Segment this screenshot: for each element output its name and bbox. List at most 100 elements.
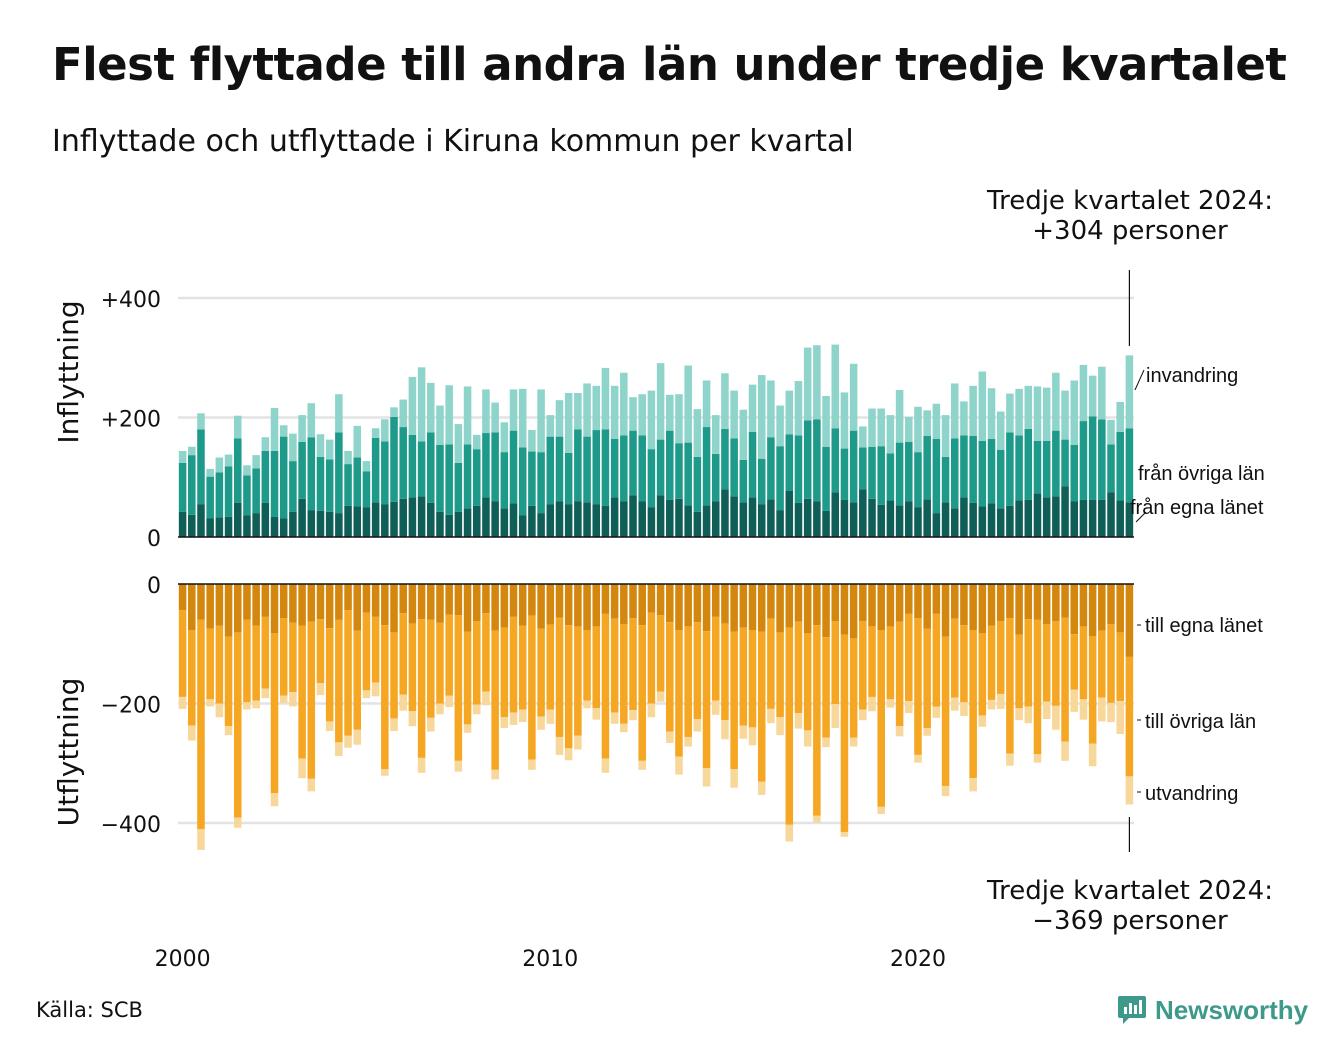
- bar-in-ovriga: [491, 432, 499, 502]
- bar-in-invandring: [1116, 401, 1124, 432]
- bar-out-utvandring: [1061, 741, 1069, 761]
- bar-out-utvandring: [1088, 743, 1097, 767]
- bar-out-utvandring: [859, 709, 867, 721]
- bar-out-ovriga: [472, 621, 481, 705]
- bar-out-utvandring: [601, 758, 610, 773]
- bar-out-ovriga: [178, 610, 187, 697]
- bar-in-ovriga: [270, 450, 279, 517]
- bar-out-utvandring: [1006, 753, 1014, 766]
- bar-in-ovriga: [528, 451, 536, 506]
- bar-out-utvandring: [960, 702, 968, 717]
- bar-out-utvandring: [905, 701, 913, 714]
- bar-out-utvandring: [335, 742, 343, 757]
- bar-in-invandring: [1070, 380, 1079, 445]
- series-leader-in: [1135, 511, 1147, 523]
- bar-in-ovriga: [877, 446, 885, 505]
- bar-in-ovriga: [996, 449, 1005, 509]
- bar-in-egna: [831, 492, 840, 537]
- bar-in-egna: [298, 498, 306, 537]
- bar-in-invandring: [859, 426, 867, 448]
- bar-in-invandring: [1107, 419, 1115, 445]
- bar-out-utvandring: [895, 726, 904, 737]
- bar-in-ovriga: [399, 427, 407, 499]
- bar-out-utvandring: [344, 735, 352, 748]
- bar-in-ovriga: [408, 434, 417, 498]
- bar-in-egna: [620, 501, 628, 537]
- bar-in-ovriga: [905, 442, 913, 502]
- bar-in-ovriga: [601, 429, 610, 506]
- bar-out-utvandring: [1070, 689, 1079, 712]
- bar-in-egna: [206, 518, 214, 537]
- series-label-in-2: invandring: [1146, 365, 1238, 387]
- bar-in-invandring: [491, 402, 499, 433]
- bar-out-ovriga: [1070, 634, 1079, 690]
- bar-in-egna: [574, 501, 582, 537]
- bar-out-utvandring: [1079, 699, 1088, 720]
- bar-in-invandring: [803, 347, 812, 421]
- bar-in-egna: [445, 514, 453, 537]
- bar-in-ovriga: [886, 453, 895, 501]
- bar-out-egna: [886, 584, 895, 627]
- bar-in-invandring: [1024, 385, 1033, 429]
- bar-out-utvandring: [316, 683, 325, 696]
- bar-in-invandring: [482, 389, 490, 434]
- bar-out-egna: [261, 584, 270, 617]
- bar-out-utvandring: [1015, 708, 1023, 721]
- bar-out-egna: [1070, 584, 1079, 635]
- brand-logo[interactable]: Newsworthy: [1117, 994, 1308, 1026]
- bar-out-ovriga: [298, 625, 306, 759]
- bar-in-ovriga: [417, 441, 426, 497]
- bar-in-ovriga: [537, 452, 545, 514]
- bar-out-egna: [1125, 584, 1134, 657]
- bar-in-invandring: [730, 390, 738, 439]
- bar-in-invandring: [877, 408, 885, 447]
- bar-in-egna: [1116, 500, 1124, 537]
- bar-in-egna: [1033, 493, 1042, 537]
- bar-out-utvandring: [537, 716, 545, 730]
- y-tick-label-in: +200: [101, 408, 161, 433]
- y-tick-label-in: +400: [101, 288, 161, 313]
- bar-out-utvandring: [381, 769, 389, 776]
- bar-out-ovriga: [353, 630, 362, 730]
- bar-out-ovriga: [518, 625, 527, 710]
- bar-in-egna: [1052, 496, 1060, 537]
- bar-in-invandring: [436, 405, 444, 445]
- series-label-in-0: från egna länet: [1130, 497, 1264, 519]
- bar-in-invandring: [895, 390, 904, 443]
- bar-in-egna: [1098, 499, 1106, 537]
- bar-in-egna: [849, 502, 858, 538]
- bar-out-egna: [279, 584, 288, 619]
- bar-out-utvandring: [969, 778, 977, 792]
- bar-out-ovriga: [905, 613, 913, 702]
- bar-out-utvandring: [482, 691, 490, 706]
- newsworthy-icon: [1118, 996, 1146, 1024]
- bar-out-egna: [877, 584, 885, 631]
- bar-in-egna: [711, 501, 720, 537]
- bar-in-egna: [813, 501, 821, 537]
- bar-in-ovriga: [757, 458, 766, 505]
- bar-in-invandring: [417, 367, 426, 442]
- bar-out-egna: [390, 584, 398, 633]
- bar-in-egna: [335, 513, 343, 537]
- bar-out-utvandring: [757, 781, 766, 795]
- bar-out-utvandring: [445, 695, 453, 708]
- bar-out-utvandring: [252, 700, 260, 709]
- bar-out-ovriga: [1098, 630, 1106, 698]
- bar-in-invandring: [555, 400, 564, 437]
- bar-out-utvandring: [307, 778, 316, 792]
- bar-out-utvandring: [546, 709, 555, 724]
- bar-out-egna: [371, 584, 380, 617]
- bar-out-egna: [794, 584, 803, 622]
- bar-out-ovriga: [730, 631, 738, 770]
- bar-in-egna: [803, 498, 812, 537]
- bar-in-egna: [583, 502, 591, 538]
- bar-out-ovriga: [1088, 635, 1097, 744]
- bar-out-ovriga: [601, 613, 610, 759]
- bar-out-ovriga: [206, 628, 214, 700]
- bar-in-invandring: [785, 390, 794, 435]
- bar-in-invandring: [1052, 372, 1060, 431]
- bar-out-ovriga: [564, 625, 573, 749]
- bar-out-ovriga: [757, 631, 766, 782]
- bar-out-egna: [693, 584, 702, 623]
- bar-in-ovriga: [693, 456, 702, 512]
